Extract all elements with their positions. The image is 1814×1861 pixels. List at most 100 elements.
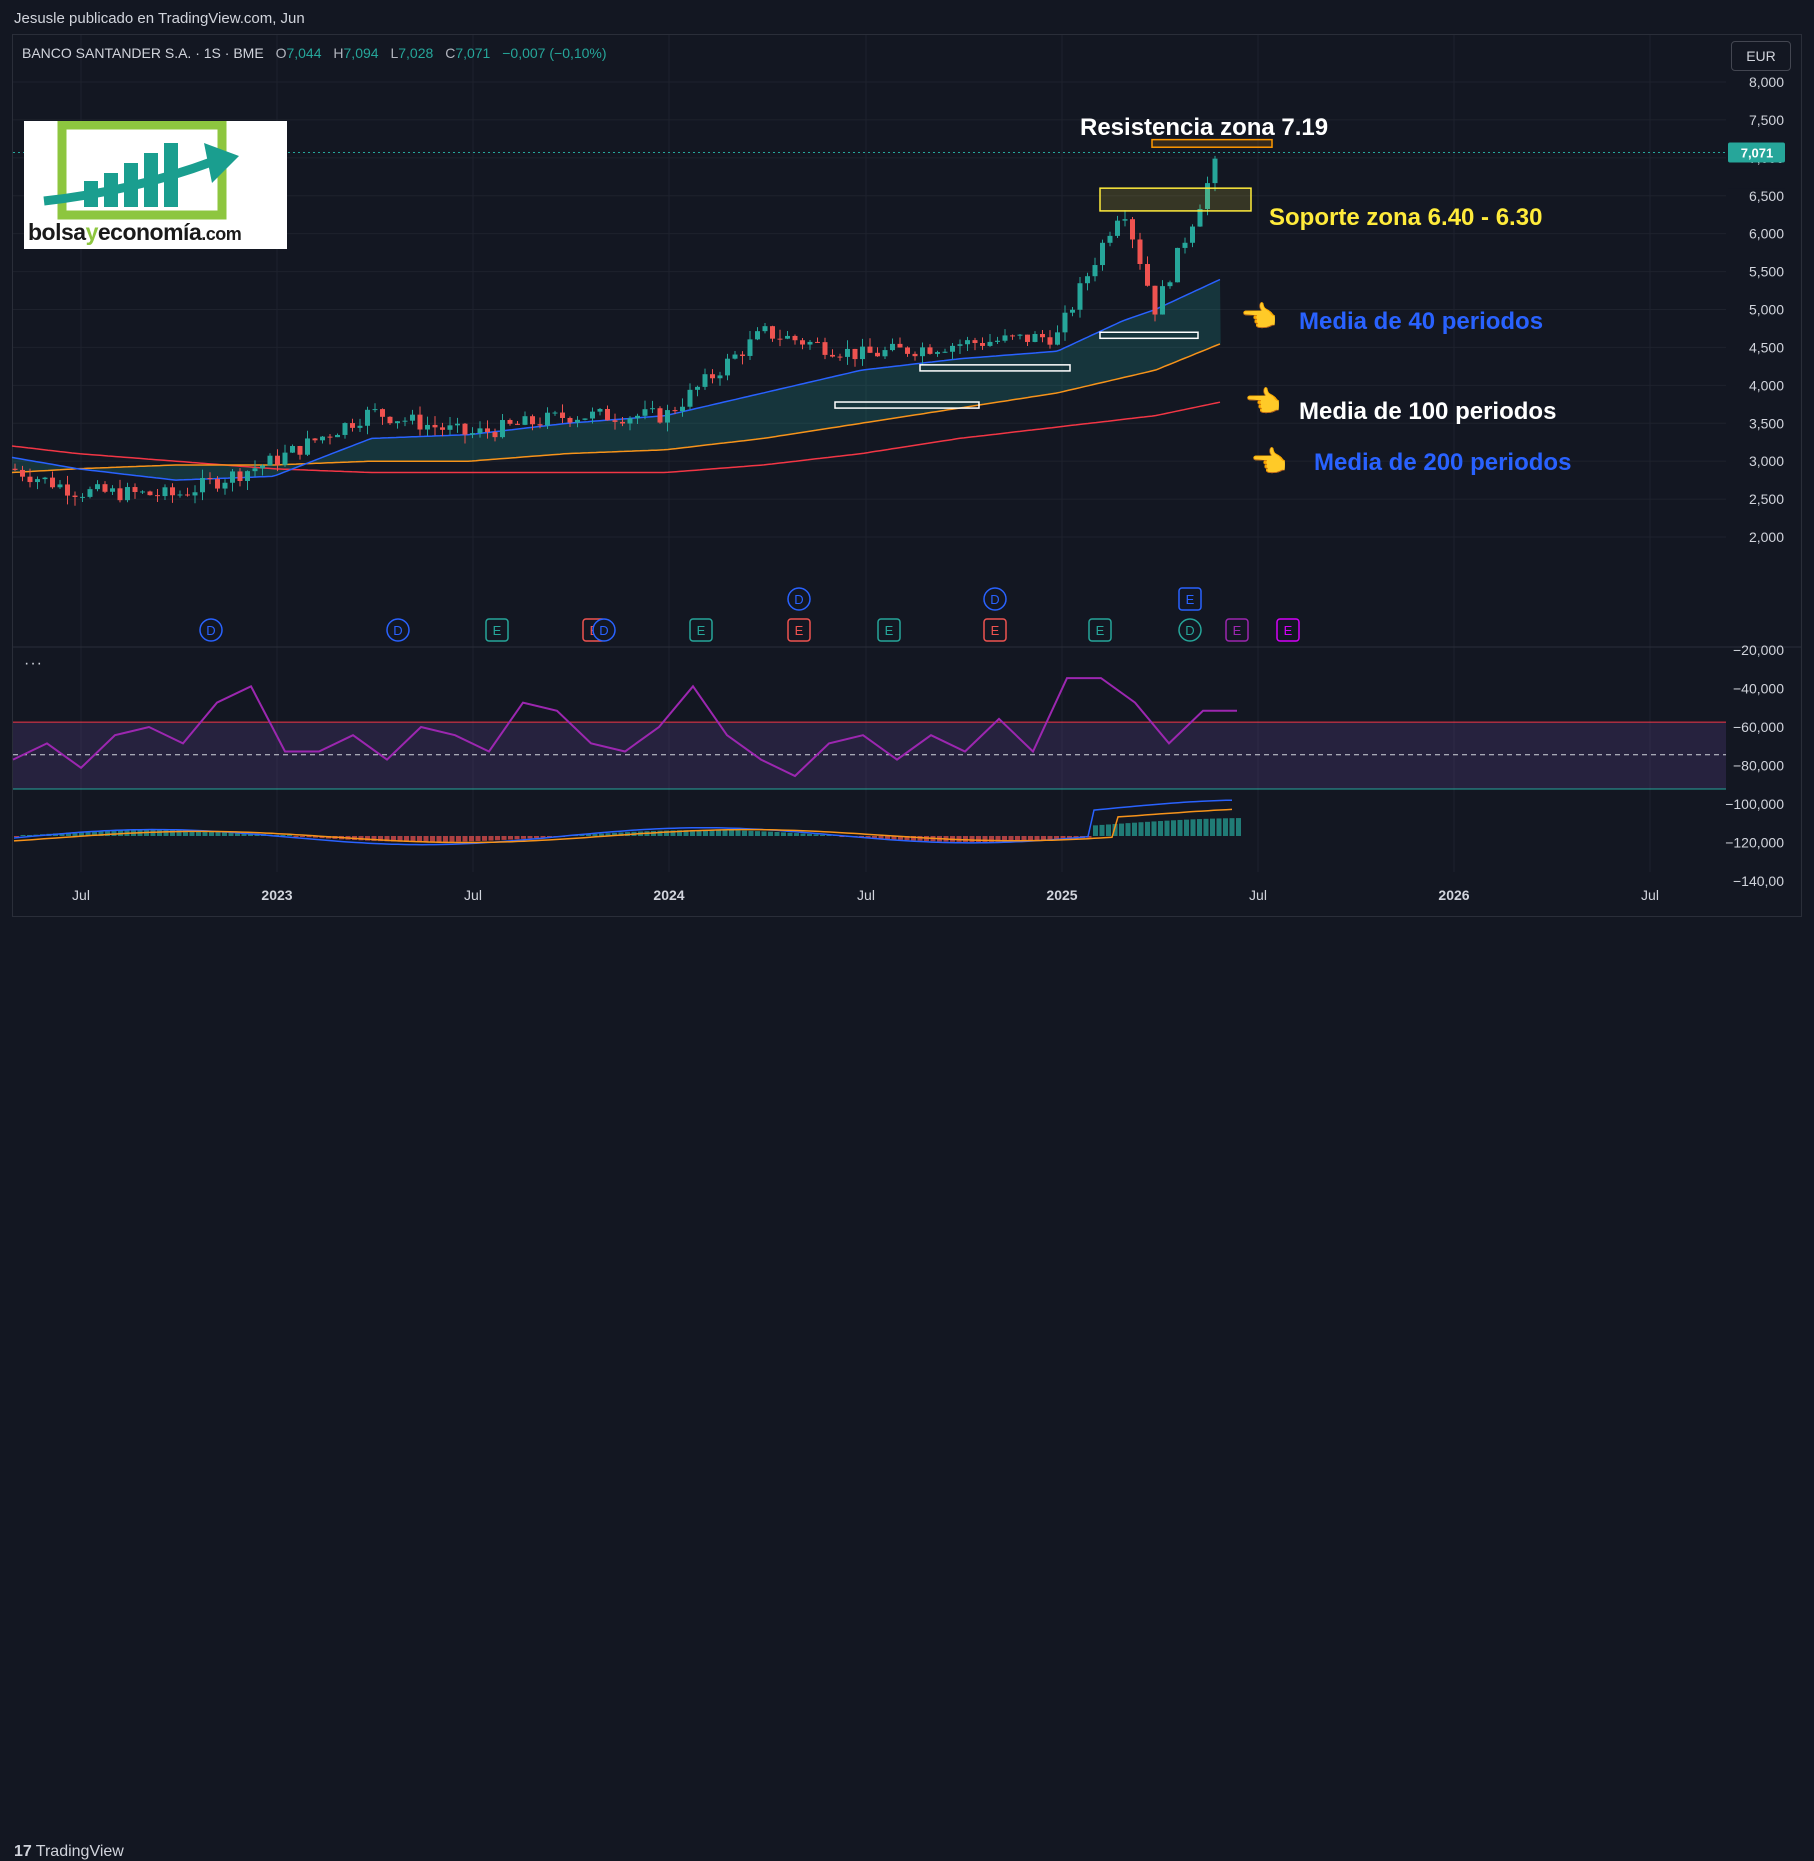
candle-body	[260, 465, 265, 469]
histogram-bar	[456, 836, 461, 842]
oscillator-axis-label: −80,000	[1733, 758, 1784, 774]
candle-body	[987, 341, 993, 346]
histogram-bar	[696, 830, 702, 836]
histogram-bar	[807, 833, 812, 836]
price-axis-label: 3,000	[1749, 453, 1784, 469]
event-badge-label: E	[1233, 623, 1242, 638]
brand-logo: bolsayeconomía.com	[24, 120, 287, 249]
symbol-name[interactable]: BANCO SANTANDER S.A. · 1S · BME	[22, 45, 264, 61]
histogram-bar	[670, 830, 676, 836]
candle-body	[95, 484, 100, 490]
candle-body	[912, 353, 918, 357]
candle-body	[110, 488, 115, 492]
histogram-bar	[1047, 836, 1053, 841]
tradingview-logo[interactable]: 17 TradingView	[14, 1843, 124, 1860]
candle-body	[320, 436, 325, 441]
candle-body	[965, 340, 970, 345]
candle-body	[327, 436, 333, 438]
histogram-bar	[1093, 825, 1098, 836]
histogram-bar	[664, 830, 669, 836]
candle-body	[1017, 334, 1023, 336]
histogram-bar	[1138, 822, 1144, 836]
histogram-bar	[404, 836, 409, 842]
candle-body	[432, 424, 438, 428]
histogram-bar	[196, 830, 201, 836]
histogram-bar	[716, 830, 721, 836]
candle-body	[927, 347, 933, 354]
earnings-badge-icon	[983, 618, 1007, 642]
candle-body	[582, 418, 588, 420]
candle-body	[920, 347, 925, 357]
histogram-bar	[781, 832, 786, 836]
histogram-bar	[92, 831, 97, 836]
histogram-bar	[1099, 824, 1105, 836]
candle-body	[672, 410, 678, 412]
event-badge-label: D	[990, 592, 999, 607]
histogram-bar	[774, 832, 780, 836]
candle-body	[905, 347, 910, 354]
candle-body	[665, 410, 670, 423]
candle-body	[207, 478, 213, 480]
histogram-bar	[612, 832, 617, 836]
footer-bar: 17 TradingView	[0, 917, 1814, 1860]
chart-canvas[interactable]: 8,0007,5007,0006,5006,0005,5005,0004,500…	[0, 0, 1814, 957]
event-badge-label: E	[493, 623, 502, 638]
consolidation-box	[834, 401, 980, 409]
low-label: L	[390, 45, 399, 61]
published-by: Jesusle publicado en TradingView.com, Ju…	[14, 10, 305, 27]
histogram-bar	[826, 835, 832, 836]
histogram-bar	[430, 836, 435, 842]
histogram-bar	[904, 836, 910, 841]
histogram-bar	[280, 835, 286, 836]
currency-button[interactable]: EUR	[1731, 41, 1791, 71]
histogram-bar	[1034, 836, 1040, 841]
candle-body	[1055, 332, 1060, 345]
histogram-bar	[1164, 820, 1170, 836]
candle-body	[42, 477, 48, 480]
candle-body	[65, 484, 70, 496]
histogram-bar	[1190, 819, 1196, 836]
pane-menu-button[interactable]: ···	[24, 655, 43, 672]
candle-body	[942, 351, 948, 353]
ma200-annotation: Media de 200 periodos	[1314, 449, 1572, 476]
histogram-bar	[976, 836, 981, 842]
event-badge-label: D	[206, 623, 215, 638]
histogram-bar	[1041, 836, 1046, 841]
candle-body	[560, 412, 565, 418]
candle-body	[845, 348, 850, 357]
logo-wordmark: bolsayeconomía.com	[28, 219, 242, 245]
candle-body	[950, 345, 955, 352]
candle-body	[815, 341, 820, 343]
ma40-line	[11, 278, 1221, 481]
candle-body	[1205, 183, 1210, 209]
candle-body	[1160, 286, 1165, 315]
earnings-badge-icon	[689, 618, 713, 642]
candle-body	[807, 341, 813, 345]
candle-body	[1152, 285, 1158, 315]
candle-body	[1070, 309, 1075, 313]
histogram-bar	[917, 836, 923, 841]
pointing-hand-icon: 👈	[1250, 446, 1288, 479]
time-axis-label: Jul	[1249, 887, 1267, 903]
candle-body	[1212, 158, 1218, 184]
histogram-bar	[1002, 836, 1007, 842]
pointing-hand-icon: 👈	[1240, 301, 1278, 334]
candle-body	[642, 409, 648, 416]
candle-body	[200, 478, 205, 493]
close-value: 7,071	[455, 45, 491, 61]
histogram-bar	[501, 836, 507, 840]
candle-body	[500, 420, 505, 438]
candle-body	[972, 340, 978, 343]
logo-chart-icon	[43, 120, 239, 220]
candle-body	[470, 433, 475, 435]
candle-body	[425, 424, 430, 430]
histogram-bar	[1229, 818, 1235, 836]
ma100-line	[11, 343, 1221, 474]
candle-body	[1085, 276, 1090, 284]
candle-body	[1077, 283, 1083, 310]
histogram-bar	[1184, 819, 1189, 836]
histogram-bar	[1086, 836, 1092, 838]
time-axis-label: 2025	[1046, 887, 1077, 903]
candle-body	[875, 352, 880, 357]
candle-body	[477, 428, 483, 434]
